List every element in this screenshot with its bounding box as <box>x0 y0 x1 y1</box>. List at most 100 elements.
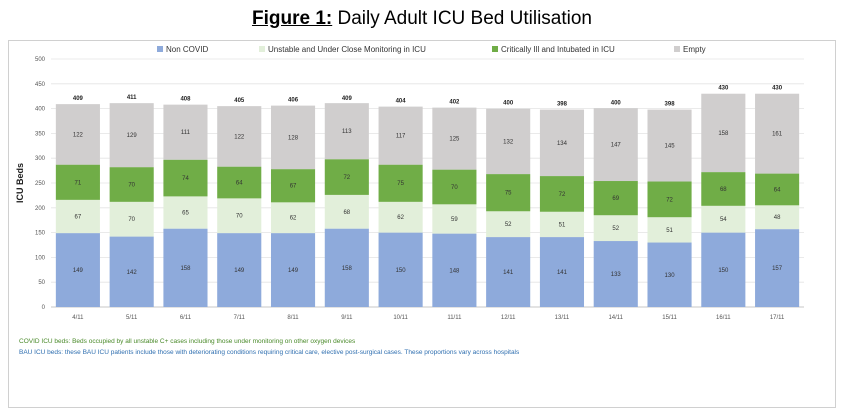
x-tick-label: 17/11 <box>770 315 785 321</box>
data-label: 59 <box>451 217 458 223</box>
data-label: 142 <box>127 270 138 276</box>
bar-segment <box>163 104 208 160</box>
bar-segment <box>432 204 477 234</box>
total-label: 398 <box>665 102 676 108</box>
bar-segment <box>109 201 154 237</box>
x-tick-label: 4/11 <box>72 315 84 321</box>
legend-label: Empty <box>683 45 706 54</box>
bar-segment <box>755 93 800 174</box>
data-label: 122 <box>234 134 245 140</box>
bar-segment <box>324 103 369 160</box>
bar-segment <box>755 173 800 206</box>
covid-beds-note: COVID ICU beds: Beds occupied by all uns… <box>19 338 356 345</box>
data-label: 51 <box>666 228 673 234</box>
bar-segment <box>486 211 531 238</box>
data-label: 75 <box>505 191 512 197</box>
bar-segment <box>539 237 585 307</box>
y-tick-label: 50 <box>38 280 45 286</box>
data-label: 141 <box>557 270 568 276</box>
bar-segment <box>593 241 638 307</box>
data-label: 158 <box>342 266 353 272</box>
data-label: 125 <box>449 137 460 143</box>
y-tick-label: 400 <box>35 107 46 113</box>
x-tick-label: 16/11 <box>716 315 731 321</box>
data-label: 67 <box>75 214 82 220</box>
total-label: 406 <box>288 98 299 104</box>
y-tick-label: 250 <box>35 181 46 187</box>
data-label: 133 <box>611 272 622 278</box>
legend-label: Unstable and Under Close Monitoring in I… <box>268 45 426 54</box>
bar-segment <box>324 228 369 307</box>
bar-segment <box>378 164 423 202</box>
data-label: 69 <box>612 196 619 202</box>
total-label: 404 <box>396 99 407 105</box>
data-label: 130 <box>665 273 676 279</box>
stacked-bar-chart: 0 50 100 150 200 250 300 350 400 450 500 ICU Beds No… <box>15 45 804 321</box>
data-label: 147 <box>611 143 622 149</box>
x-tick-label: 10/11 <box>393 315 408 321</box>
bar-segment <box>378 232 423 307</box>
bar-segment <box>593 215 638 242</box>
legend-label: Critically Ill and Intubated in ICU <box>501 45 615 54</box>
data-label: 148 <box>449 268 460 274</box>
chart-title: Figure 1: Daily Adult ICU Bed Utilisatio… <box>0 8 844 30</box>
x-tick-label: 14/11 <box>608 315 623 321</box>
data-label: 128 <box>288 135 299 141</box>
legend-swatch <box>674 46 680 52</box>
data-label: 52 <box>505 222 512 228</box>
data-label: 72 <box>666 197 673 203</box>
data-label: 54 <box>720 217 727 223</box>
x-tick-label: 13/11 <box>555 315 570 321</box>
bar-segment <box>55 104 100 165</box>
data-label: 68 <box>343 210 350 216</box>
figure-number: Figure 1: <box>251 8 333 29</box>
y-tick-label: 300 <box>35 156 46 162</box>
total-label: 405 <box>234 98 245 104</box>
x-tick-label: 12/11 <box>501 315 516 321</box>
total-label: 398 <box>557 102 568 108</box>
data-label: 72 <box>343 175 350 181</box>
bar-segment <box>55 233 100 307</box>
bar-segment <box>163 228 208 307</box>
y-tick-label: 350 <box>35 131 46 137</box>
total-label: 411 <box>127 95 137 101</box>
data-label: 62 <box>290 216 297 222</box>
bar-segment <box>109 236 154 307</box>
bar-segment <box>647 181 692 218</box>
x-tick-label: 7/11 <box>234 315 246 321</box>
data-label: 65 <box>182 211 189 217</box>
data-label: 149 <box>234 268 245 274</box>
data-label: 141 <box>503 270 514 276</box>
total-label: 408 <box>180 97 191 103</box>
data-label: 74 <box>182 176 189 182</box>
bar-segment <box>755 229 800 307</box>
legend-label: Non COVID <box>166 45 208 54</box>
y-tick-label: 450 <box>35 82 46 88</box>
bar-segment <box>486 108 531 175</box>
data-label: 158 <box>718 131 729 137</box>
total-label: 409 <box>342 96 353 102</box>
data-label: 149 <box>73 268 84 274</box>
y-tick-label: 0 <box>42 305 46 311</box>
total-label: 409 <box>73 96 84 102</box>
data-label: 70 <box>451 185 458 191</box>
data-label: 71 <box>75 180 82 186</box>
bar-segment <box>270 105 316 170</box>
data-label: 64 <box>236 181 243 187</box>
bar-segment <box>593 108 638 182</box>
bar-segment <box>270 233 316 307</box>
data-label: 48 <box>774 215 781 221</box>
data-label: 113 <box>342 129 352 135</box>
bar-segment <box>270 169 316 203</box>
data-label: 70 <box>236 214 243 220</box>
data-label: 117 <box>396 134 406 140</box>
bar-segment <box>324 159 369 195</box>
data-label: 67 <box>290 184 297 190</box>
y-tick-label: 500 <box>35 57 46 63</box>
bar-segment <box>701 205 746 233</box>
bar-segment <box>55 199 100 234</box>
data-label: 62 <box>397 215 404 221</box>
bar-segment <box>486 237 531 307</box>
bar-segment <box>163 196 208 229</box>
y-tick-label: 100 <box>35 255 46 261</box>
